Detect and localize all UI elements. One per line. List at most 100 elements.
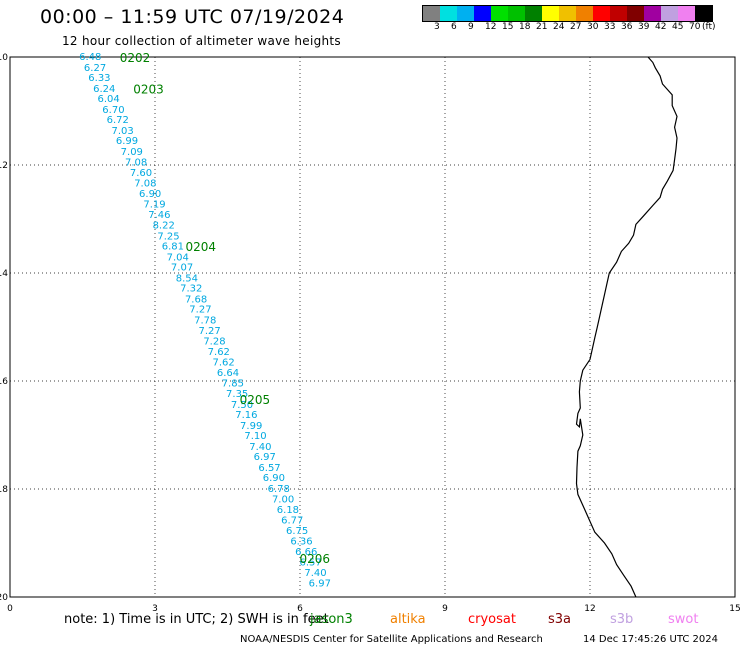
lat-tick-label: -16 <box>0 377 8 387</box>
legend-swatch <box>457 6 474 21</box>
satellite-label-s3b: s3b <box>610 612 634 627</box>
footer-note: note: 1) Time is in UTC; 2) SWH is in fe… <box>64 612 329 627</box>
wave-height-value: 7.27 <box>198 326 220 337</box>
lon-tick-label: 9 <box>442 604 448 614</box>
legend-label: 6 <box>451 22 457 32</box>
wave-height-value: 6.04 <box>97 94 119 105</box>
credit-text: NOAA/NESDIS Center for Satellite Applica… <box>240 634 543 645</box>
legend-label: 39 <box>638 22 650 32</box>
lat-tick-label: -18 <box>0 485 8 495</box>
legend-label: 18 <box>519 22 531 32</box>
wave-height-value: 8.54 <box>176 273 198 284</box>
wave-height-value: 6.36 <box>290 536 312 547</box>
wave-height-value: 7.07 <box>171 263 193 274</box>
wave-height-value: 6.70 <box>102 105 124 116</box>
map-subtitle: 12 hour collection of altimeter wave hei… <box>62 34 341 48</box>
legend-swatch <box>491 6 508 21</box>
wave-height-value: 6.77 <box>281 515 303 526</box>
wave-height-value: 6.18 <box>277 505 299 516</box>
wave-height-value: 6.66 <box>295 547 317 558</box>
wave-height-color-legend <box>422 5 713 22</box>
wave-height-value: 8.22 <box>153 220 175 231</box>
legend-swatch <box>610 6 627 21</box>
legend-label: 15 <box>502 22 514 32</box>
legend-label: 3 <box>434 22 440 32</box>
lon-tick-label: 12 <box>584 604 595 614</box>
legend-labels: 3 6 9 12 15 18 21 24 27 30 33 36 39 42 45 70 (ft) <box>422 22 740 34</box>
wave-height-value: 7.78 <box>194 316 216 327</box>
wave-height-value: 6.90 <box>263 473 285 484</box>
wave-height-value: 7.27 <box>189 305 211 316</box>
lat-tick-label: -14 <box>0 269 8 279</box>
wave-height-value: 7.16 <box>235 410 257 421</box>
time-label: 0205 <box>240 393 271 407</box>
legend-label: 9 <box>468 22 474 32</box>
legend-swatch <box>678 6 695 21</box>
time-label: 0206 <box>300 552 331 566</box>
wave-height-value: 7.03 <box>111 126 133 137</box>
wave-height-value: 6.57 <box>258 463 280 474</box>
legend-label: 45 <box>672 22 684 32</box>
legend-label: 36 <box>621 22 633 32</box>
legend-label: 12 <box>485 22 497 32</box>
wave-height-value: 6.81 <box>162 242 184 253</box>
legend-label: 70 <box>689 22 701 32</box>
lat-tick-label: -20 <box>0 593 8 603</box>
wave-height-value: 7.32 <box>180 284 202 295</box>
time-label: 0203 <box>133 82 164 96</box>
legend-swatch <box>542 6 559 21</box>
wave-height-value: 7.09 <box>121 147 143 158</box>
wave-height-value: 7.00 <box>272 494 294 505</box>
satellite-label-altika: altika <box>390 612 426 627</box>
lon-tick-label: 0 <box>7 604 13 614</box>
wave-height-value: 6.99 <box>116 136 138 147</box>
legend-label: 33 <box>604 22 616 32</box>
legend-swatch <box>644 6 661 21</box>
map-frame <box>9 56 736 598</box>
satellite-label-cryosat: cryosat <box>468 612 516 627</box>
wave-height-value: 7.04 <box>167 252 189 263</box>
wave-height-value: 7.62 <box>208 347 230 358</box>
legend-swatch <box>576 6 593 21</box>
legend-swatch <box>559 6 576 21</box>
wave-height-value: 7.50 <box>231 400 253 411</box>
wave-height-value: 7.25 <box>157 231 179 242</box>
legend-swatch <box>474 6 491 21</box>
wave-height-value: 6.75 <box>286 526 308 537</box>
time-label: 0202 <box>120 51 151 65</box>
coastline <box>575 56 678 598</box>
map-title: 00:00 – 11:59 UTC 07/19/2024 <box>40 6 345 28</box>
wave-height-value: 7.08 <box>134 178 156 189</box>
legend-label: 42 <box>655 22 667 32</box>
wave-height-value: 7.19 <box>143 199 165 210</box>
legend-swatch <box>593 6 610 21</box>
wave-height-value: 6.97 <box>309 579 331 590</box>
wave-height-value: 7.40 <box>304 568 326 579</box>
wave-height-value: 7.08 <box>125 157 147 168</box>
credit-date: 14 Dec 17:45:26 UTC 2024 <box>583 634 718 645</box>
legend-swatch <box>661 6 678 21</box>
wave-height-value: 7.62 <box>213 358 235 369</box>
time-label: 0204 <box>185 240 216 254</box>
wave-height-value: 6.57 <box>300 557 322 568</box>
wave-height-value: 7.46 <box>148 210 170 221</box>
wave-height-value: 6.33 <box>88 73 110 84</box>
legend-label: 21 <box>536 22 548 32</box>
wave-height-value: 7.35 <box>226 389 248 400</box>
satellite-label-jason3: jason3 <box>310 612 353 627</box>
legend-swatch <box>627 6 644 21</box>
legend-swatch <box>423 6 440 21</box>
lon-tick-label: 6 <box>297 604 303 614</box>
wave-height-value: 6.27 <box>84 63 106 74</box>
legend-label: (ft) <box>702 22 716 32</box>
wave-height-value: 6.78 <box>268 484 290 495</box>
wave-height-value: 6.97 <box>254 452 276 463</box>
wave-height-value: 7.10 <box>244 431 266 442</box>
wave-height-value: 6.64 <box>217 368 239 379</box>
wave-height-value: 7.40 <box>249 442 271 453</box>
legend-swatch <box>695 6 712 21</box>
legend-label: 27 <box>570 22 582 32</box>
lon-tick-label: 3 <box>152 604 158 614</box>
satellite-label-s3a: s3a <box>548 612 572 627</box>
